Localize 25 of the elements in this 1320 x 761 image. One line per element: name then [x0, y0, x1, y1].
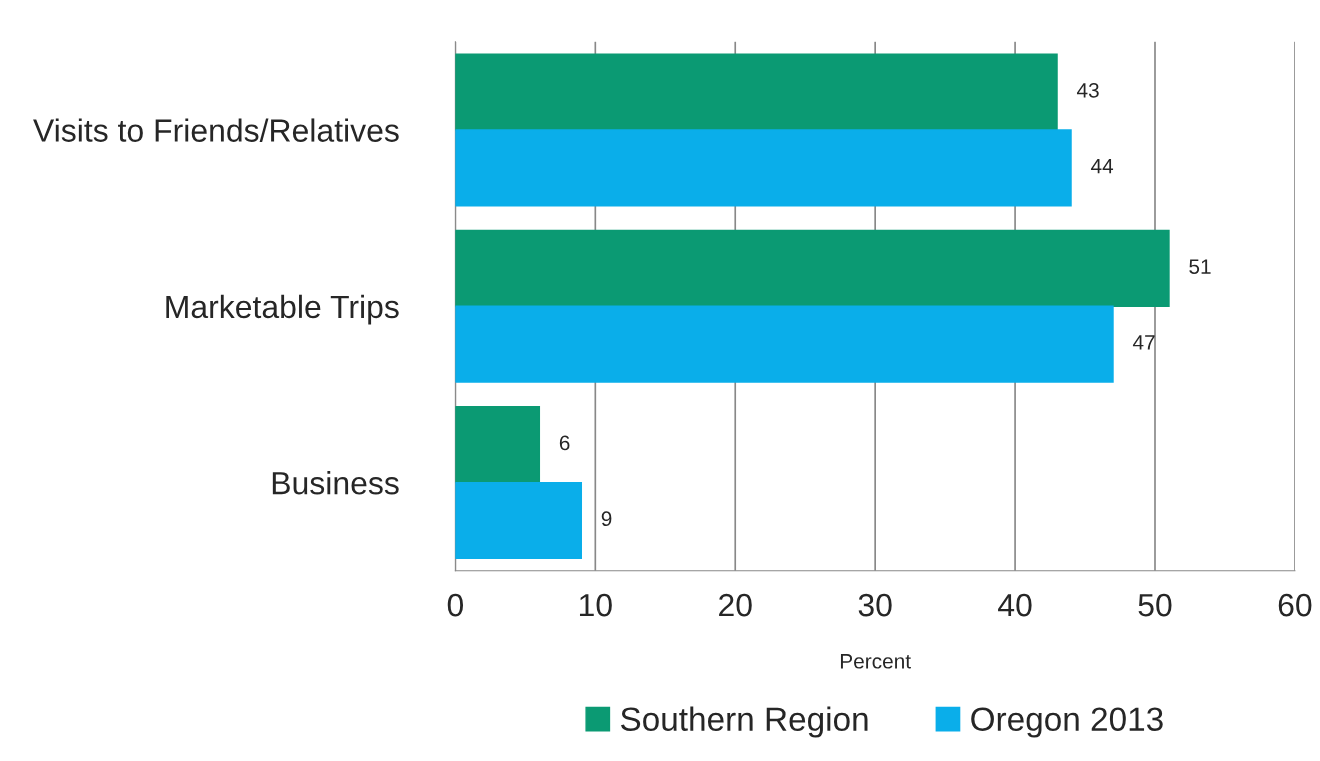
- x-tick-label: 0: [447, 593, 464, 617]
- data-label: 44: [1090, 158, 1114, 174]
- data-label: 43: [1076, 82, 1099, 98]
- data-label: 51: [1189, 259, 1211, 274]
- data-label: 6: [559, 435, 570, 451]
- legend-label: Oregon 2013: [971, 707, 1163, 738]
- bar: [455, 229, 1170, 307]
- y-tick-label: Marketable Trips: [166, 294, 399, 325]
- bar: [455, 53, 1058, 131]
- bar: [455, 129, 1072, 207]
- x-tick-label: 20: [719, 593, 752, 617]
- bar: [455, 481, 583, 560]
- y-tick-label: Business: [272, 471, 399, 495]
- legend-label: Southern Region: [620, 706, 868, 738]
- x-tick-label: 40: [998, 593, 1032, 617]
- x-tick-label: 50: [1138, 593, 1172, 617]
- x-tick-label: 10: [579, 593, 612, 617]
- data-label: 9: [601, 511, 612, 527]
- bar: [455, 406, 541, 484]
- y-tick-label: Visits to Friends/Relatives: [33, 118, 399, 142]
- x-tick-label: 30: [858, 593, 892, 617]
- data-label: 47: [1132, 335, 1155, 350]
- x-axis-title: Percent: [840, 654, 911, 669]
- bar: [455, 305, 1114, 383]
- x-tick-label: 60: [1278, 593, 1312, 617]
